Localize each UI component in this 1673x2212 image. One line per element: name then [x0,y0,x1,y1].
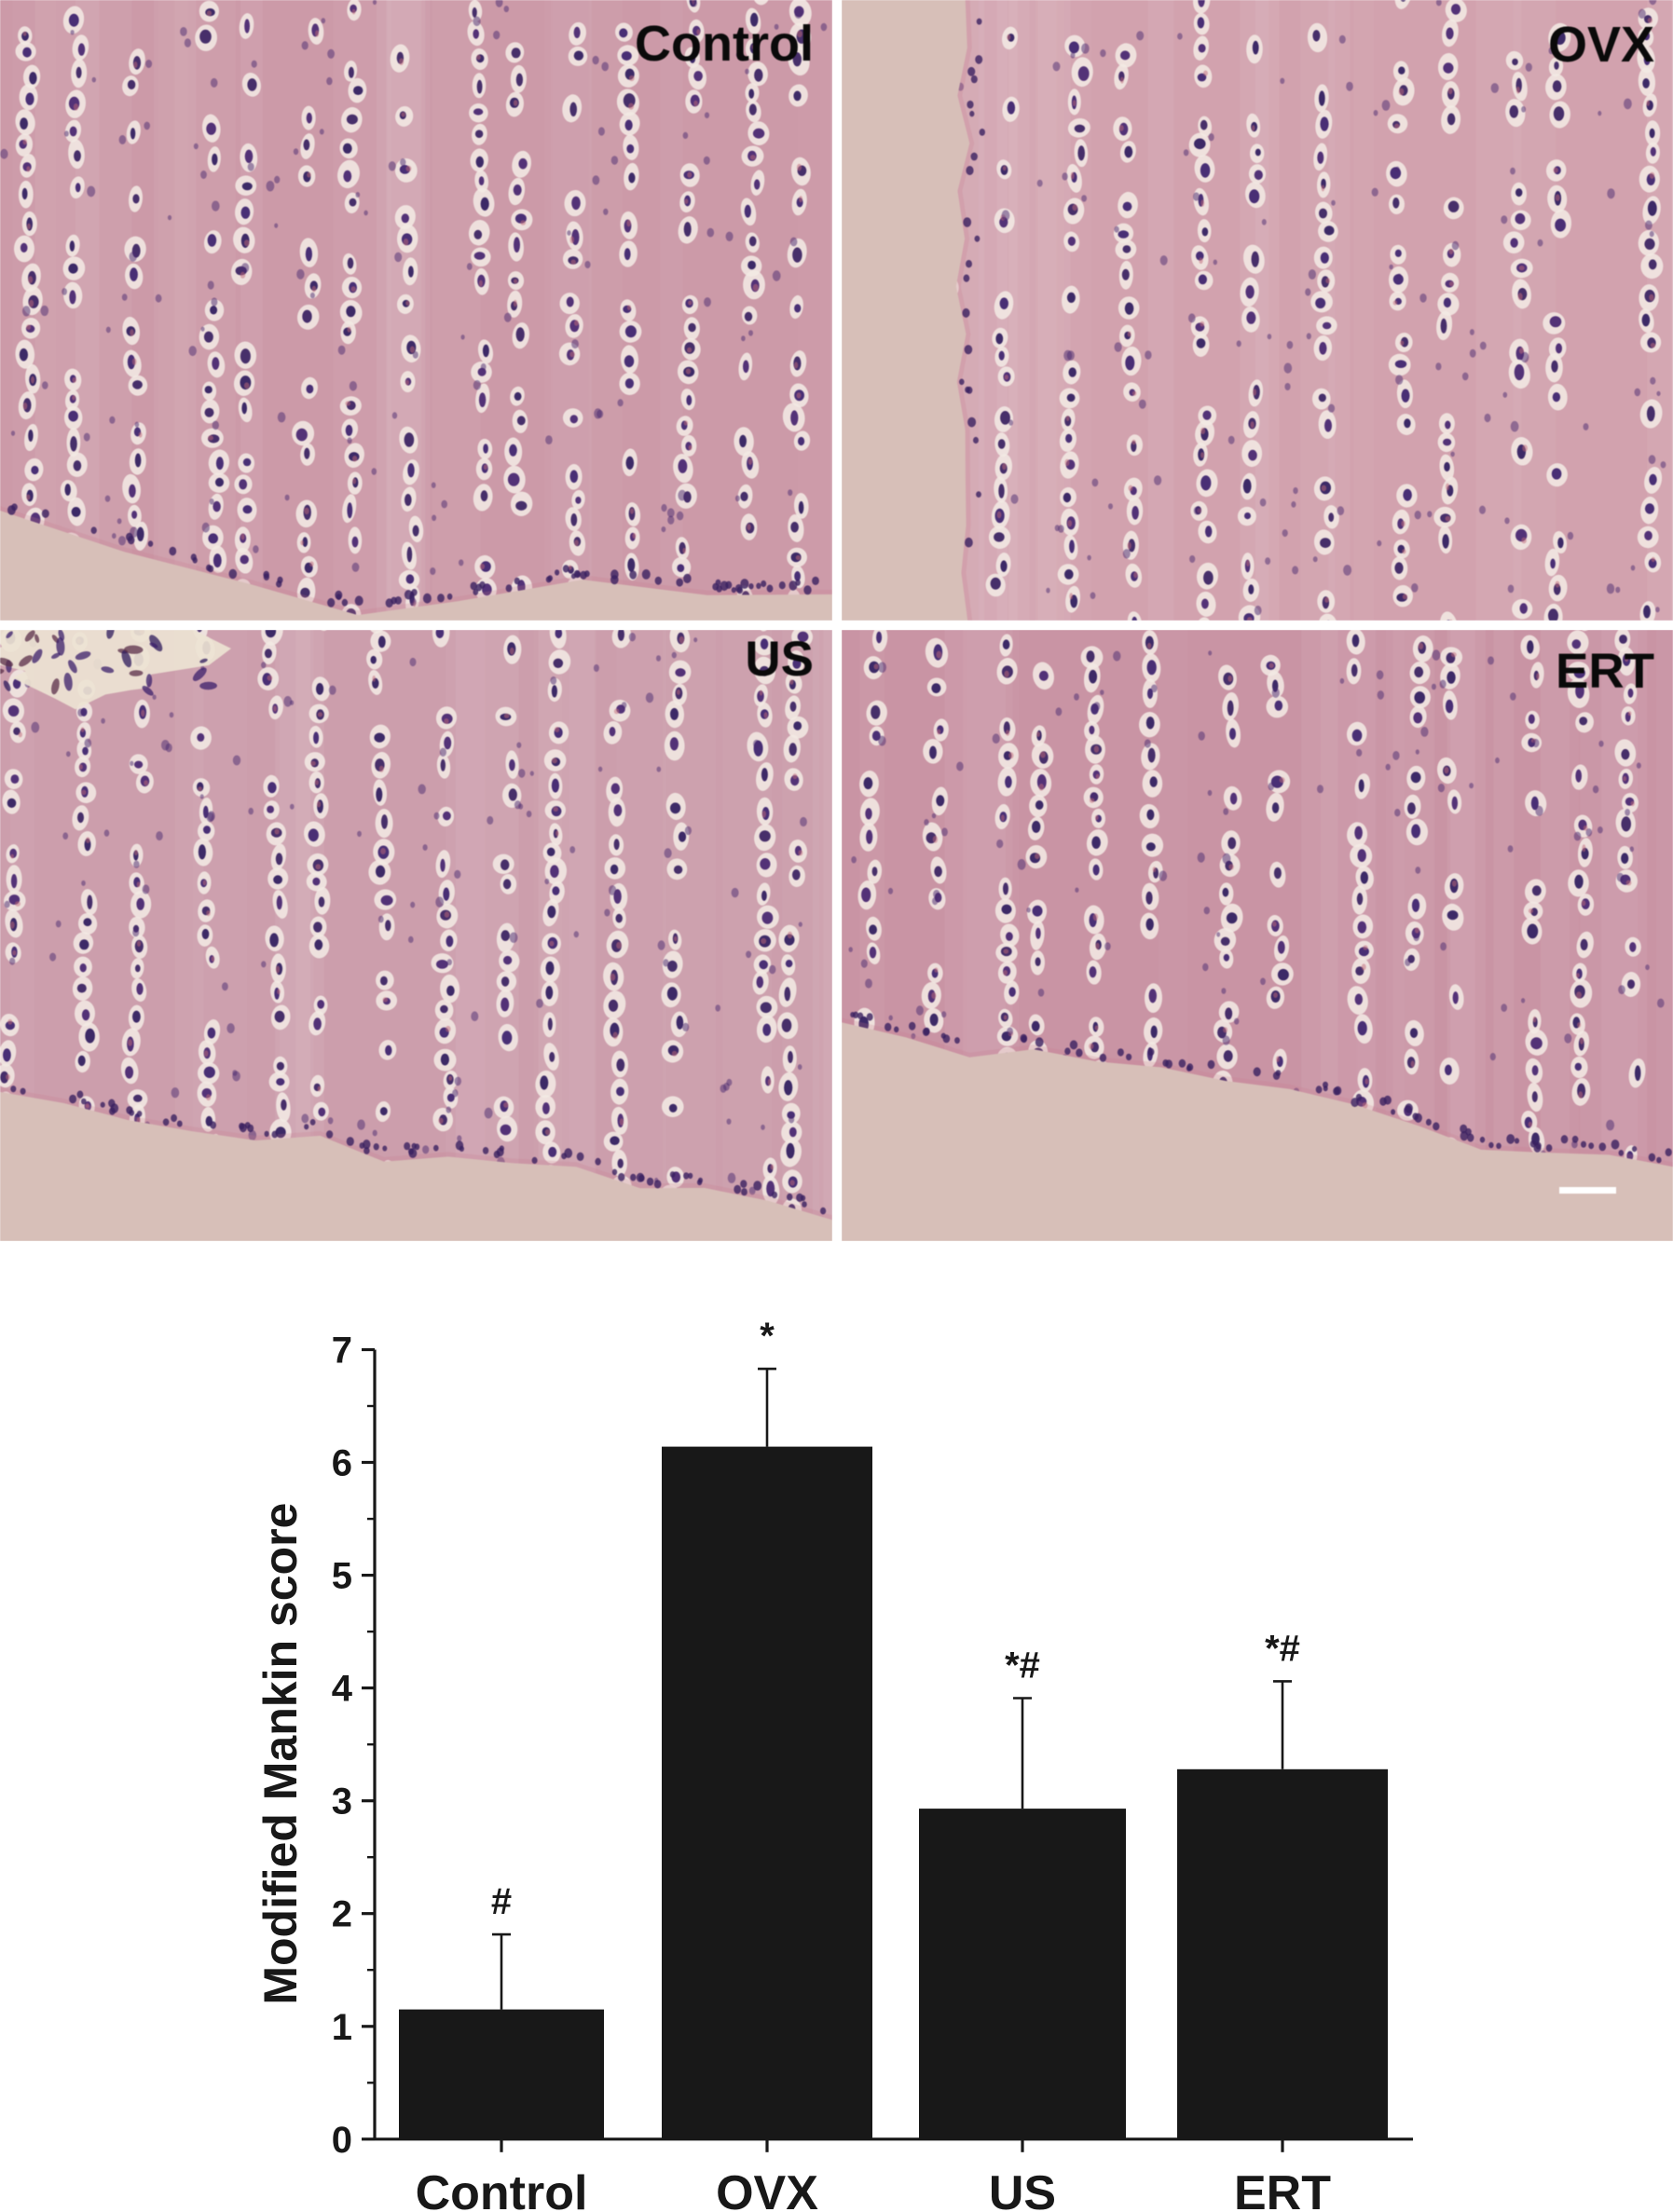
svg-text:2: 2 [332,1894,352,1935]
svg-text:5: 5 [332,1556,352,1597]
svg-text:0: 0 [332,2120,352,2161]
svg-text:OVX: OVX [716,2166,818,2212]
svg-text:3: 3 [332,1782,352,1823]
svg-text:6: 6 [332,1443,352,1484]
svg-text:#: # [491,1881,512,1922]
svg-text:*#: *# [1265,1628,1300,1669]
svg-text:US: US [989,2166,1056,2212]
svg-text:7: 7 [332,1331,352,1372]
svg-text:4: 4 [332,1669,353,1710]
svg-text:Control: Control [416,2166,588,2212]
svg-text:Modified Mankin score: Modified Mankin score [254,1503,307,2005]
svg-text:ERT: ERT [1234,2166,1331,2212]
svg-text:*#: *# [1005,1645,1040,1686]
svg-text:1: 1 [332,2007,352,2048]
svg-text:*: * [760,1316,775,1357]
